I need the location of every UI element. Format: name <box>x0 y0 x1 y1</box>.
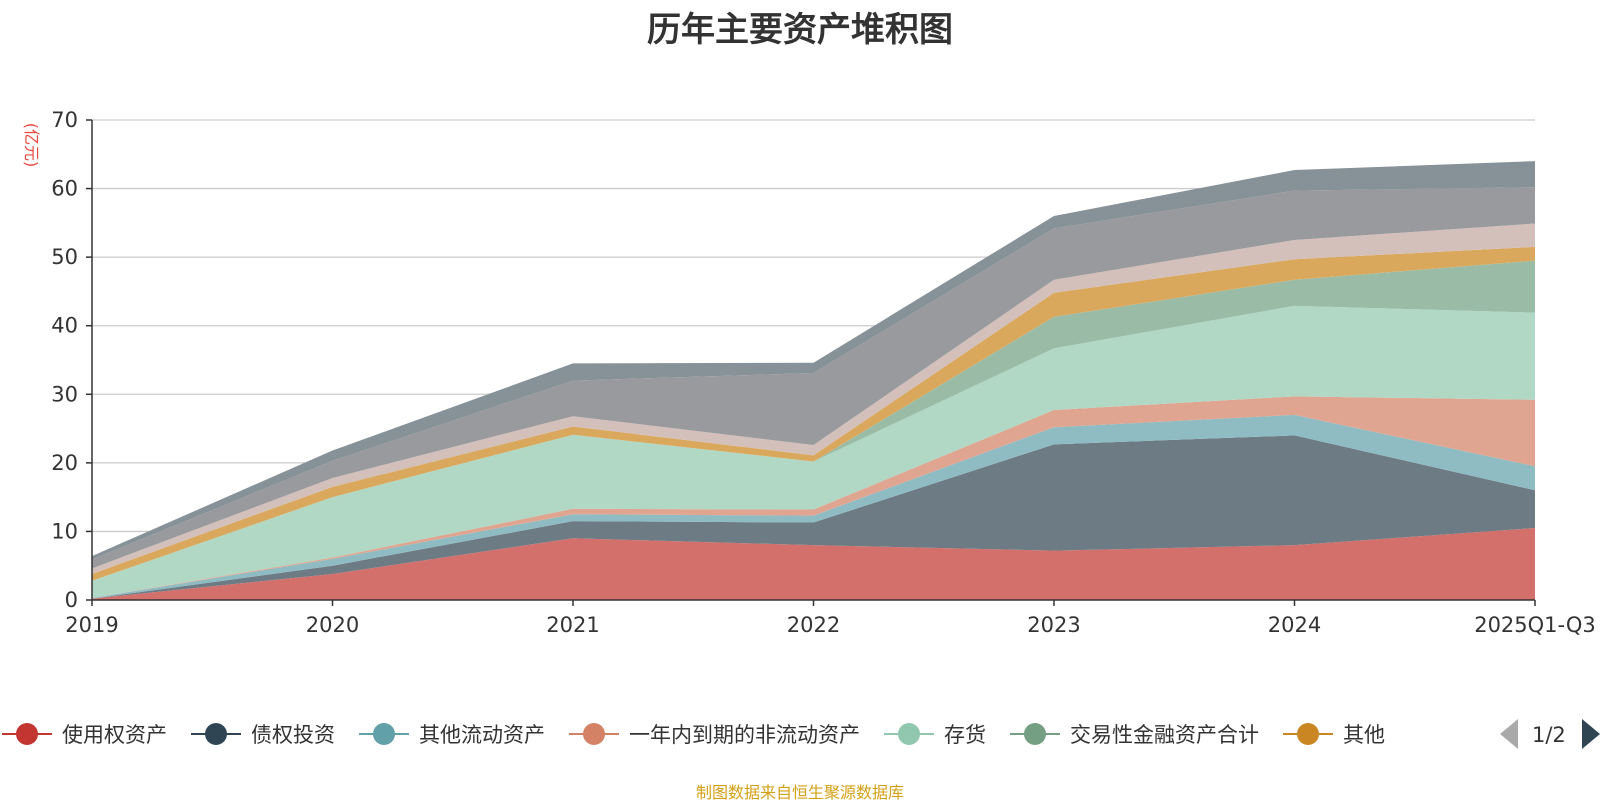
legend-marker-7 <box>1297 723 1319 745</box>
legend-label-1: 使用权资产 <box>62 723 167 747</box>
legend-item-4[interactable]: 一年内到期的非流动资产 <box>569 723 860 747</box>
legend: 使用权资产 债权投资 其他流动资产 一年内到期的非流动资产 存货 交易性金融资产合计 其他 1… <box>2 719 1600 749</box>
data-source-note: 制图数据来自恒生聚源数据库 <box>695 783 904 802</box>
legend-label-7: 其他 <box>1343 723 1385 747</box>
x-tick-label-2024: 2024 <box>1268 613 1321 637</box>
legend-label-2: 债权投资 <box>251 723 335 747</box>
legend-label-5: 存货 <box>944 723 986 747</box>
triangle-right-icon[interactable] <box>1582 719 1600 749</box>
area-series-2 <box>92 435 1535 599</box>
area-series <box>92 161 1535 600</box>
legend-item-1[interactable]: 使用权资产 <box>2 723 167 747</box>
triangle-left-icon[interactable] <box>1500 719 1518 749</box>
legend-marker-4 <box>583 723 605 745</box>
y-tick-label-30: 30 <box>51 382 78 406</box>
legend-marker-5 <box>898 723 920 745</box>
y-tick-label-60: 60 <box>51 177 78 201</box>
area-series-1 <box>92 528 1535 600</box>
x-tick-label-2023: 2023 <box>1027 613 1080 637</box>
y-tick-label-20: 20 <box>51 451 78 475</box>
x-tick-label-2022: 2022 <box>787 613 840 637</box>
legend-item-6[interactable]: 交易性金融资产合计 <box>1010 723 1259 747</box>
area-series-4 <box>92 396 1535 598</box>
x-tick-label-2025Q1-Q3: 2025Q1-Q3 <box>1474 613 1596 637</box>
x-tick-label-2019: 2019 <box>65 613 118 637</box>
legend-marker-6 <box>1024 723 1046 745</box>
area-series-9 <box>92 187 1535 569</box>
y-tick-label-50: 50 <box>51 245 78 269</box>
legend-marker-1 <box>16 723 38 745</box>
legend-item-5[interactable]: 存货 <box>884 723 986 747</box>
y-tick-label-10: 10 <box>51 519 78 543</box>
legend-label-3: 其他流动资产 <box>419 723 545 747</box>
legend-item-7[interactable]: 其他 <box>1283 723 1385 747</box>
y-tick-label-40: 40 <box>51 314 78 338</box>
axes: 0 10 20 30 40 50 60 70 2019 2020 2021 2022 2023 2024 2… <box>22 108 1596 637</box>
legend-page-indicator: 1/2 <box>1532 723 1566 747</box>
y-tick-label-0: 0 <box>65 588 78 612</box>
y-axis-unit-label: (亿元) <box>22 123 41 168</box>
area-series-5 <box>92 305 1535 598</box>
chart-title: 历年主要资产堆积图 <box>647 10 953 50</box>
area-series-6 <box>92 260 1535 581</box>
legend-item-2[interactable]: 债权投资 <box>191 723 335 747</box>
x-tick-label-2020: 2020 <box>306 613 359 637</box>
legend-marker-3 <box>373 723 395 745</box>
legend-label-4: 一年内到期的非流动资产 <box>629 723 860 747</box>
legend-item-3[interactable]: 其他流动资产 <box>359 723 545 747</box>
legend-label-6: 交易性金融资产合计 <box>1070 723 1259 747</box>
legend-marker-2 <box>205 723 227 745</box>
legend-pager: 1/2 <box>1500 719 1600 749</box>
y-tick-label-70: 70 <box>51 108 78 132</box>
x-tick-label-2021: 2021 <box>546 613 599 637</box>
